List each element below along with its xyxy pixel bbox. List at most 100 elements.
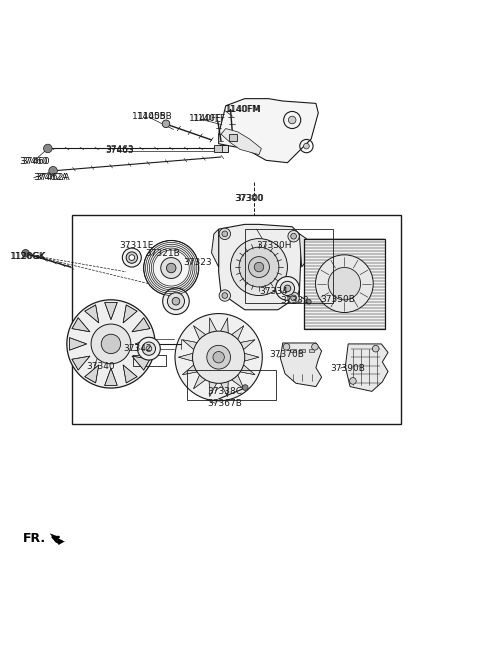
Circle shape <box>91 324 131 364</box>
Polygon shape <box>221 318 228 333</box>
Bar <box>187 371 276 400</box>
Circle shape <box>372 345 379 352</box>
Polygon shape <box>240 340 255 349</box>
Text: 1140FF: 1140FF <box>192 113 226 122</box>
Circle shape <box>222 293 228 298</box>
Circle shape <box>167 263 176 273</box>
Circle shape <box>207 345 230 369</box>
Polygon shape <box>132 318 150 332</box>
Circle shape <box>239 247 279 287</box>
Text: FR.: FR. <box>23 532 46 545</box>
Polygon shape <box>50 534 64 544</box>
Text: 11405B: 11405B <box>132 111 167 121</box>
Circle shape <box>254 262 264 272</box>
Text: 37462A: 37462A <box>35 174 70 182</box>
Circle shape <box>144 240 199 295</box>
Circle shape <box>249 257 269 277</box>
Polygon shape <box>232 326 244 340</box>
Text: 37330H: 37330H <box>257 241 292 249</box>
Circle shape <box>242 385 248 391</box>
Circle shape <box>137 338 160 360</box>
Circle shape <box>163 288 189 314</box>
Polygon shape <box>221 128 261 155</box>
Text: 37460: 37460 <box>19 157 48 166</box>
Polygon shape <box>219 98 318 163</box>
Polygon shape <box>105 368 117 386</box>
Circle shape <box>162 120 170 128</box>
Bar <box>214 145 222 152</box>
Circle shape <box>175 314 262 401</box>
Bar <box>304 238 384 329</box>
Polygon shape <box>212 229 219 267</box>
Text: 37463: 37463 <box>105 145 133 154</box>
Text: 37332: 37332 <box>280 295 309 305</box>
Polygon shape <box>123 365 137 383</box>
Circle shape <box>284 285 291 292</box>
Bar <box>309 349 314 353</box>
Circle shape <box>168 293 184 310</box>
Polygon shape <box>221 382 228 397</box>
Text: 1140FF: 1140FF <box>189 113 222 122</box>
Circle shape <box>291 295 297 301</box>
Bar <box>290 349 296 353</box>
Circle shape <box>219 228 230 240</box>
Circle shape <box>49 167 57 175</box>
Circle shape <box>122 248 141 267</box>
Text: 11405B: 11405B <box>138 111 173 121</box>
Polygon shape <box>193 375 205 389</box>
Text: 1120GK: 1120GK <box>12 251 47 260</box>
Polygon shape <box>182 340 197 349</box>
Text: 37323: 37323 <box>183 258 212 267</box>
Text: 37300: 37300 <box>235 194 264 203</box>
Text: 37334: 37334 <box>259 287 288 296</box>
Text: 37321B: 37321B <box>145 249 180 259</box>
Polygon shape <box>179 353 193 361</box>
Polygon shape <box>209 382 216 397</box>
Polygon shape <box>209 318 216 333</box>
Bar <box>219 145 228 152</box>
Polygon shape <box>123 305 137 323</box>
Text: 1140FM: 1140FM <box>225 104 261 113</box>
Polygon shape <box>300 234 309 267</box>
Text: 37342: 37342 <box>124 344 152 353</box>
Circle shape <box>219 290 230 301</box>
Circle shape <box>44 145 52 153</box>
Polygon shape <box>244 353 259 361</box>
Text: 37460: 37460 <box>22 157 50 166</box>
Text: 37462A: 37462A <box>34 174 68 182</box>
Circle shape <box>288 116 296 124</box>
Text: 37311E: 37311E <box>119 241 154 249</box>
Text: 1140FM: 1140FM <box>226 105 262 114</box>
Polygon shape <box>232 375 244 389</box>
Circle shape <box>303 143 309 149</box>
Circle shape <box>146 346 152 351</box>
Polygon shape <box>72 356 90 370</box>
Circle shape <box>192 331 245 384</box>
Polygon shape <box>85 365 99 383</box>
Circle shape <box>315 255 373 312</box>
Circle shape <box>142 342 156 355</box>
Text: 37350B: 37350B <box>321 295 356 304</box>
Text: 37370B: 37370B <box>269 351 304 360</box>
Polygon shape <box>132 356 150 370</box>
Polygon shape <box>280 343 322 387</box>
Circle shape <box>312 343 318 350</box>
Text: 37463: 37463 <box>105 146 133 156</box>
Bar <box>300 349 305 353</box>
Circle shape <box>291 233 297 239</box>
Text: 37340: 37340 <box>86 362 114 371</box>
Circle shape <box>288 292 300 304</box>
Polygon shape <box>345 344 388 391</box>
Polygon shape <box>219 224 301 310</box>
Polygon shape <box>240 365 255 375</box>
Bar <box>72 215 401 424</box>
Bar <box>229 134 237 141</box>
Circle shape <box>213 351 224 363</box>
Polygon shape <box>105 303 117 319</box>
Polygon shape <box>85 305 99 323</box>
Circle shape <box>126 252 137 263</box>
Circle shape <box>101 334 120 354</box>
Circle shape <box>280 281 295 295</box>
Text: 37390B: 37390B <box>330 364 365 373</box>
Text: 37338C: 37338C <box>207 387 242 396</box>
